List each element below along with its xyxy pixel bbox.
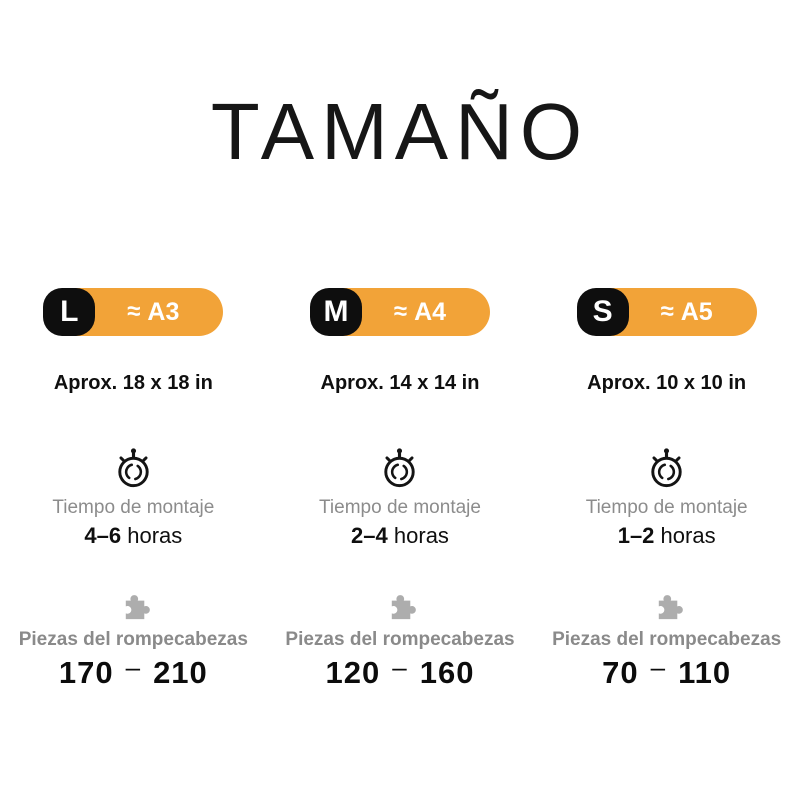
dimensions-text: Aprox. 10 x 10 in — [587, 372, 747, 394]
paper-size-label: ≈ A5 — [629, 298, 757, 327]
puzzle-piece-icon — [125, 595, 150, 620]
time-unit: horas — [127, 523, 183, 548]
paper-size-value: A4 — [414, 297, 447, 326]
pieces-range-dash: – — [392, 651, 408, 682]
size-letter-badge: M — [309, 288, 362, 336]
pieces-min: 70 — [602, 655, 639, 690]
size-column-s: S ≈ A5 Aprox. 10 x 10 in Tiempo de monta… — [533, 288, 800, 691]
paper-size-label: ≈ A3 — [95, 298, 223, 327]
pieces-max: 210 — [153, 655, 208, 690]
approx-symbol: ≈ — [660, 298, 674, 325]
dimensions-text: Aprox. 14 x 14 in — [320, 372, 480, 394]
approx-symbol: ≈ — [127, 298, 141, 325]
time-range: 4–6 — [84, 523, 122, 548]
pieces-min: 120 — [325, 655, 381, 690]
pieces-label: Piezas del rompecabezas — [552, 629, 782, 650]
time-range: 2–4 — [351, 523, 388, 548]
assembly-time-value: 1–2 horas — [618, 523, 716, 549]
size-letter-badge: L — [43, 288, 96, 336]
puzzle-piece-icon — [658, 595, 683, 620]
assembly-time-value: 4–6 horas — [84, 523, 182, 549]
pieces-range-dash: – — [125, 651, 142, 682]
pieces-count: 120–160 — [325, 651, 475, 691]
pieces-max: 110 — [678, 655, 732, 690]
paper-size-label: ≈ A4 — [362, 298, 490, 327]
size-column-m: M ≈ A4 Aprox. 14 x 14 in Tiempo de monta… — [267, 288, 534, 691]
stopwatch-icon — [384, 448, 416, 488]
approx-symbol: ≈ — [393, 298, 408, 325]
size-badge-m: M ≈ A4 — [309, 288, 490, 336]
assembly-time-value: 2–4 horas — [351, 523, 449, 549]
pieces-label: Piezas del rompecabezas — [18, 629, 248, 650]
time-range: 1–2 — [617, 523, 655, 548]
stopwatch-icon — [118, 448, 149, 488]
puzzle-piece-icon — [392, 595, 417, 620]
dimensions-text: Aprox. 18 x 18 in — [53, 372, 213, 394]
size-badge-s: S ≈ A5 — [576, 288, 757, 336]
page-title: TAMAÑO — [210, 87, 590, 176]
assembly-time-label: Tiempo de montaje — [319, 497, 481, 518]
paper-size-value: A3 — [147, 297, 180, 326]
pieces-count: 170–210 — [58, 651, 208, 691]
time-unit: horas — [660, 523, 716, 548]
assembly-time-label: Tiempo de montaje — [52, 497, 215, 518]
time-unit: horas — [393, 523, 449, 548]
stopwatch-icon — [651, 448, 682, 488]
size-letter-badge: S — [576, 288, 629, 336]
size-column-l: L ≈ A3 Aprox. 18 x 18 in Tiempo de monta… — [0, 288, 267, 691]
assembly-time-label: Tiempo de montaje — [585, 497, 748, 518]
size-badge-l: L ≈ A3 — [43, 288, 224, 336]
pieces-range-dash: – — [650, 651, 667, 682]
pieces-max: 160 — [419, 655, 475, 690]
pieces-label: Piezas del rompecabezas — [285, 629, 515, 650]
size-columns: L ≈ A3 Aprox. 18 x 18 in Tiempo de monta… — [0, 288, 800, 691]
paper-size-value: A5 — [680, 297, 713, 326]
pieces-min: 170 — [58, 655, 114, 690]
pieces-count: 70–110 — [602, 651, 732, 691]
